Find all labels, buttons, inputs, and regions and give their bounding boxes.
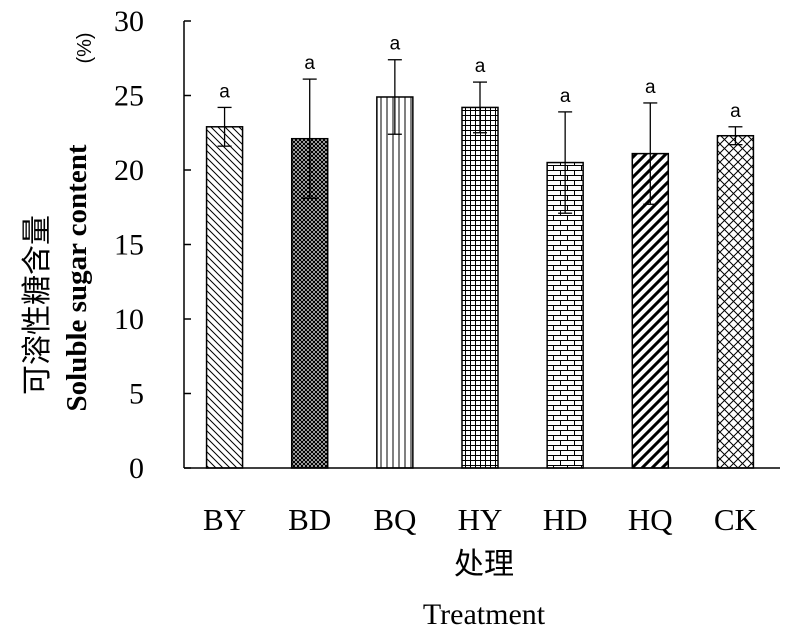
y-axis-unit: (%) [74, 32, 96, 63]
x-tick-label: CK [714, 502, 758, 537]
significance-label: a [304, 53, 315, 74]
x-tick-label: BD [288, 502, 331, 537]
x-tick-label: HD [543, 502, 588, 537]
significance-label: a [730, 101, 741, 122]
y-tick-label: 0 [129, 452, 144, 485]
plot-area [205, 96, 755, 469]
bar-ck [716, 134, 755, 469]
y-tick-label: 10 [114, 303, 144, 336]
x-tick-label: HY [458, 502, 503, 537]
y-tick-label: 5 [129, 378, 144, 411]
y-tick-label: 25 [114, 80, 144, 113]
y-tick-label: 15 [114, 229, 144, 262]
x-tick-label: BY [203, 502, 246, 537]
bar-hy [461, 106, 499, 469]
y-tick-label: 20 [114, 154, 144, 187]
significance-label: a [560, 86, 571, 107]
x-axis-title-en: Treatment [423, 598, 546, 631]
x-tick-label: HQ [628, 502, 673, 537]
significance-label: a [219, 81, 230, 102]
bar-by [205, 126, 244, 469]
significance-label: a [475, 56, 486, 77]
bar-bq [376, 96, 414, 469]
significance-label: a [645, 77, 656, 98]
x-tick-label: BQ [373, 502, 416, 537]
x-axis-title-cn: 处理 [454, 547, 514, 582]
y-axis-title-en: Soluble sugar content [61, 144, 93, 411]
significance-label: a [390, 34, 401, 55]
y-axis-title-cn: 可溶性糖含量 [20, 215, 55, 395]
y-tick-label: 30 [114, 5, 144, 38]
